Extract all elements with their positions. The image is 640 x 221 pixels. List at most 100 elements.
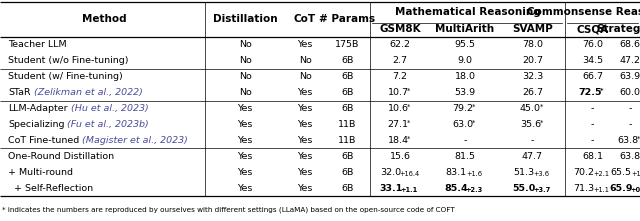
Text: StrategyQA: StrategyQA bbox=[596, 25, 640, 34]
Text: Yes: Yes bbox=[298, 168, 313, 177]
Text: CSQA: CSQA bbox=[577, 25, 609, 34]
Text: No: No bbox=[239, 88, 252, 97]
Text: 18.4: 18.4 bbox=[387, 136, 408, 145]
Text: No: No bbox=[239, 40, 252, 50]
Text: +1.1: +1.1 bbox=[401, 187, 418, 192]
Text: *: * bbox=[407, 104, 410, 110]
Text: Yes: Yes bbox=[298, 88, 313, 97]
Text: Mathematical Reasoning: Mathematical Reasoning bbox=[395, 7, 540, 17]
Text: -: - bbox=[591, 136, 594, 145]
Text: Yes: Yes bbox=[298, 104, 313, 113]
Text: No: No bbox=[299, 72, 312, 81]
Text: 32.0: 32.0 bbox=[380, 168, 401, 177]
Text: 175B: 175B bbox=[335, 40, 360, 50]
Text: Yes: Yes bbox=[298, 136, 313, 145]
Text: 63.8: 63.8 bbox=[620, 152, 640, 161]
Text: 6B: 6B bbox=[341, 104, 354, 113]
Text: * indicates the numbers are reproduced by ourselves with different settings (LLa: * indicates the numbers are reproduced b… bbox=[2, 207, 454, 213]
Text: 65.5: 65.5 bbox=[611, 168, 632, 177]
Text: SVAMP: SVAMP bbox=[512, 25, 553, 34]
Text: Commonsense Reasoning: Commonsense Reasoning bbox=[527, 7, 640, 17]
Text: +1.1: +1.1 bbox=[593, 187, 609, 192]
Text: Yes: Yes bbox=[298, 152, 313, 161]
Text: 2.7: 2.7 bbox=[392, 56, 408, 65]
Text: Yes: Yes bbox=[237, 152, 253, 161]
Text: *: * bbox=[540, 104, 543, 110]
Text: 11B: 11B bbox=[339, 120, 356, 129]
Text: *: * bbox=[407, 135, 410, 141]
Text: 68.1: 68.1 bbox=[582, 152, 603, 161]
Text: 15.6: 15.6 bbox=[390, 152, 410, 161]
Text: +1.6: +1.6 bbox=[466, 171, 482, 177]
Text: Distillation: Distillation bbox=[212, 15, 277, 25]
Text: Specializing: Specializing bbox=[8, 120, 65, 129]
Text: *: * bbox=[407, 119, 410, 126]
Text: -: - bbox=[628, 104, 632, 113]
Text: GSM8K: GSM8K bbox=[379, 25, 421, 34]
Text: 51.3: 51.3 bbox=[513, 168, 534, 177]
Text: 78.0: 78.0 bbox=[522, 40, 543, 50]
Text: 10.7: 10.7 bbox=[387, 88, 408, 97]
Text: Yes: Yes bbox=[237, 136, 253, 145]
Text: 6B: 6B bbox=[341, 184, 354, 192]
Text: 6B: 6B bbox=[341, 56, 354, 65]
Text: *: * bbox=[637, 135, 640, 141]
Text: STaR: STaR bbox=[8, 88, 31, 97]
Text: LLM-Adapter: LLM-Adapter bbox=[8, 104, 68, 113]
Text: Yes: Yes bbox=[237, 120, 253, 129]
Text: CoT: CoT bbox=[294, 15, 316, 25]
Text: 18.0: 18.0 bbox=[454, 72, 476, 81]
Text: 71.3: 71.3 bbox=[573, 184, 594, 192]
Text: 20.7: 20.7 bbox=[522, 56, 543, 65]
Text: 95.5: 95.5 bbox=[454, 40, 476, 50]
Text: -: - bbox=[591, 120, 594, 129]
Text: -: - bbox=[628, 120, 632, 129]
Text: Yes: Yes bbox=[237, 168, 253, 177]
Text: 10.6: 10.6 bbox=[387, 104, 408, 113]
Text: 47.7: 47.7 bbox=[522, 152, 543, 161]
Text: -: - bbox=[531, 136, 534, 145]
Text: CoT Fine-tuned: CoT Fine-tuned bbox=[8, 136, 79, 145]
Text: Yes: Yes bbox=[237, 184, 253, 192]
Text: Yes: Yes bbox=[237, 104, 253, 113]
Text: Student (w/o Fine-tuning): Student (w/o Fine-tuning) bbox=[8, 56, 129, 65]
Text: 9.0: 9.0 bbox=[458, 56, 472, 65]
Text: 11B: 11B bbox=[339, 136, 356, 145]
Text: 66.7: 66.7 bbox=[582, 72, 603, 81]
Text: # Params: # Params bbox=[319, 15, 376, 25]
Text: Teacher LLM: Teacher LLM bbox=[8, 40, 67, 50]
Text: *: * bbox=[472, 119, 476, 126]
Text: Yes: Yes bbox=[298, 40, 313, 50]
Text: 32.3: 32.3 bbox=[522, 72, 543, 81]
Text: One-Round Distillation: One-Round Distillation bbox=[8, 152, 114, 161]
Text: No: No bbox=[299, 56, 312, 65]
Text: *: * bbox=[540, 119, 543, 126]
Text: 34.5: 34.5 bbox=[582, 56, 603, 65]
Text: 6B: 6B bbox=[341, 72, 354, 81]
Text: 6B: 6B bbox=[341, 168, 354, 177]
Text: 62.2: 62.2 bbox=[390, 40, 410, 50]
Text: 7.2: 7.2 bbox=[392, 72, 408, 81]
Text: 63.0: 63.0 bbox=[452, 120, 474, 129]
Text: 35.6: 35.6 bbox=[520, 120, 541, 129]
Text: 47.2: 47.2 bbox=[620, 56, 640, 65]
Text: 33.1: 33.1 bbox=[380, 184, 403, 192]
Text: (Fu et al., 2023b): (Fu et al., 2023b) bbox=[65, 120, 149, 129]
Text: 6B: 6B bbox=[341, 152, 354, 161]
Text: *: * bbox=[407, 88, 410, 94]
Text: 63.8: 63.8 bbox=[618, 136, 639, 145]
Text: 76.0: 76.0 bbox=[582, 40, 603, 50]
Text: MultiArith: MultiArith bbox=[435, 25, 495, 34]
Text: 55.0: 55.0 bbox=[512, 184, 535, 192]
Text: -: - bbox=[463, 136, 467, 145]
Text: +2.3: +2.3 bbox=[465, 187, 483, 192]
Text: 85.4: 85.4 bbox=[444, 184, 468, 192]
Text: 53.9: 53.9 bbox=[454, 88, 476, 97]
Text: *: * bbox=[600, 88, 603, 94]
Text: +16.4: +16.4 bbox=[399, 171, 419, 177]
Text: No: No bbox=[239, 56, 252, 65]
Text: +3.7: +3.7 bbox=[533, 187, 550, 192]
Text: +3.6: +3.6 bbox=[534, 171, 550, 177]
Text: Student (w/ Fine-tuning): Student (w/ Fine-tuning) bbox=[8, 72, 123, 81]
Text: 60.0: 60.0 bbox=[620, 88, 640, 97]
